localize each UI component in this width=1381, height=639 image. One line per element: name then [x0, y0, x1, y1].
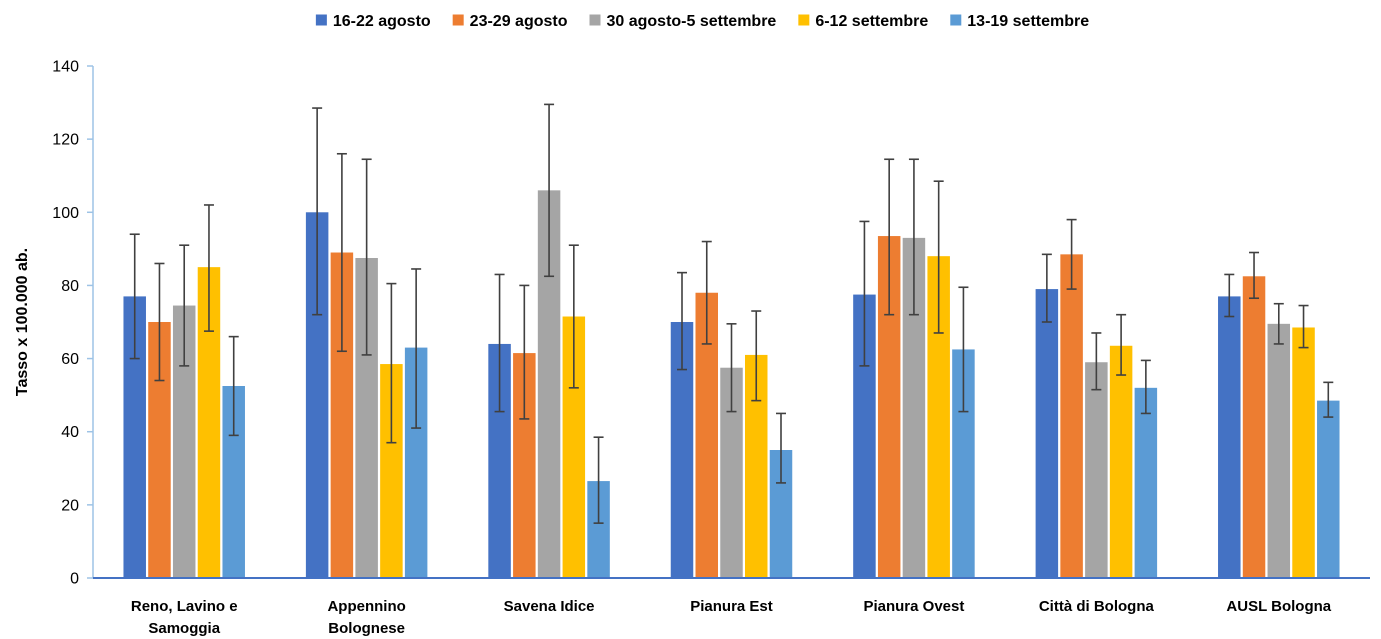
- x-category-label: Città di Bologna: [1039, 598, 1155, 615]
- legend-swatch: [315, 14, 327, 26]
- bar: [380, 364, 403, 578]
- bar: [562, 316, 586, 578]
- y-tick-label: 80: [61, 278, 79, 295]
- legend-swatch: [798, 14, 810, 26]
- bar: [853, 294, 876, 578]
- legend-label: 23-29 agosto: [470, 13, 568, 30]
- bar: [355, 258, 378, 578]
- bar: [1035, 289, 1059, 578]
- bar: [720, 367, 743, 578]
- bar: [1267, 323, 1291, 578]
- y-tick-label: 100: [52, 205, 79, 222]
- bar: [404, 347, 428, 578]
- plot-area: [123, 103, 1340, 579]
- y-tick-label: 140: [52, 59, 79, 76]
- bar: [927, 256, 950, 578]
- bar: [148, 322, 171, 578]
- bar: [1218, 296, 1241, 578]
- bar: [877, 236, 901, 579]
- y-tick-label: 60: [61, 351, 79, 368]
- bar: [222, 386, 245, 578]
- y-axis: Tasso x 100.000 ab. 0 20 40 60 80 100 120 140: [14, 59, 94, 588]
- legend-swatch: [950, 14, 962, 26]
- bar: [902, 237, 926, 578]
- x-category-label: AUSL Bologna: [1226, 598, 1331, 615]
- bar: [1085, 362, 1108, 578]
- x-category-label: Pianura Ovest: [863, 598, 964, 615]
- bar: [1317, 400, 1340, 578]
- y-axis-title: Tasso x 100.000 ab.: [14, 248, 31, 396]
- bar: [952, 349, 975, 578]
- y-tick-label: 20: [61, 497, 79, 514]
- bar: [670, 322, 694, 578]
- bar: [488, 343, 511, 578]
- legend-swatch: [589, 14, 601, 26]
- bar: [1060, 254, 1083, 579]
- bar: [1134, 387, 1158, 578]
- bar: [587, 481, 610, 578]
- legend-label: 13-19 settembre: [967, 13, 1089, 30]
- bar: [1109, 345, 1133, 578]
- x-category-label: Pianura Est: [690, 598, 773, 615]
- x-category-label: Reno, Lavino e Samoggia: [131, 598, 238, 637]
- legend-label: 6-12 settembre: [815, 13, 928, 30]
- x-category-label: Savena Idice: [504, 598, 595, 615]
- x-category-label: Appennino Bolognese: [327, 598, 405, 637]
- bar: [172, 305, 196, 578]
- bar: [330, 252, 354, 578]
- bar: [537, 190, 561, 579]
- y-tick-label: 0: [70, 571, 79, 588]
- bar: [197, 267, 221, 578]
- bar: [695, 292, 718, 578]
- y-tick-label: 120: [52, 132, 79, 149]
- legend-swatch: [452, 14, 464, 26]
- legend-label: 30 agosto-5 settembre: [606, 13, 776, 30]
- legend-label: 16-22 agosto: [333, 13, 431, 30]
- legend: 16-22 agosto 23-29 agosto 30 agosto-5 sett…: [315, 13, 1089, 30]
- bar: [513, 353, 536, 578]
- bar: [745, 354, 768, 578]
- x-axis: Reno, Lavino e Samoggia Appennino Bolognese…: [93, 577, 1370, 637]
- bar: [1292, 327, 1315, 578]
- bar: [769, 450, 793, 578]
- bar: [305, 212, 329, 579]
- bar: [123, 296, 146, 578]
- y-tick-label: 40: [61, 424, 79, 441]
- bar: [1242, 276, 1266, 578]
